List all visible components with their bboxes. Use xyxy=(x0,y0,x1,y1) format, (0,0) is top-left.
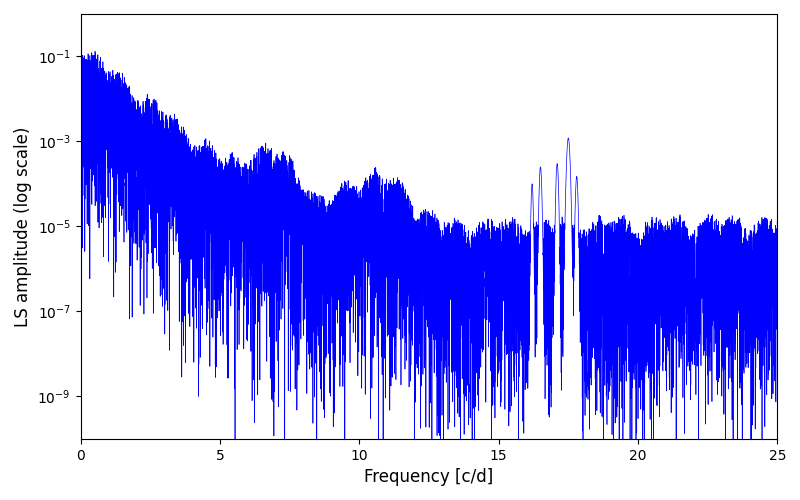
Y-axis label: LS amplitude (log scale): LS amplitude (log scale) xyxy=(14,126,32,326)
X-axis label: Frequency [c/d]: Frequency [c/d] xyxy=(364,468,494,486)
